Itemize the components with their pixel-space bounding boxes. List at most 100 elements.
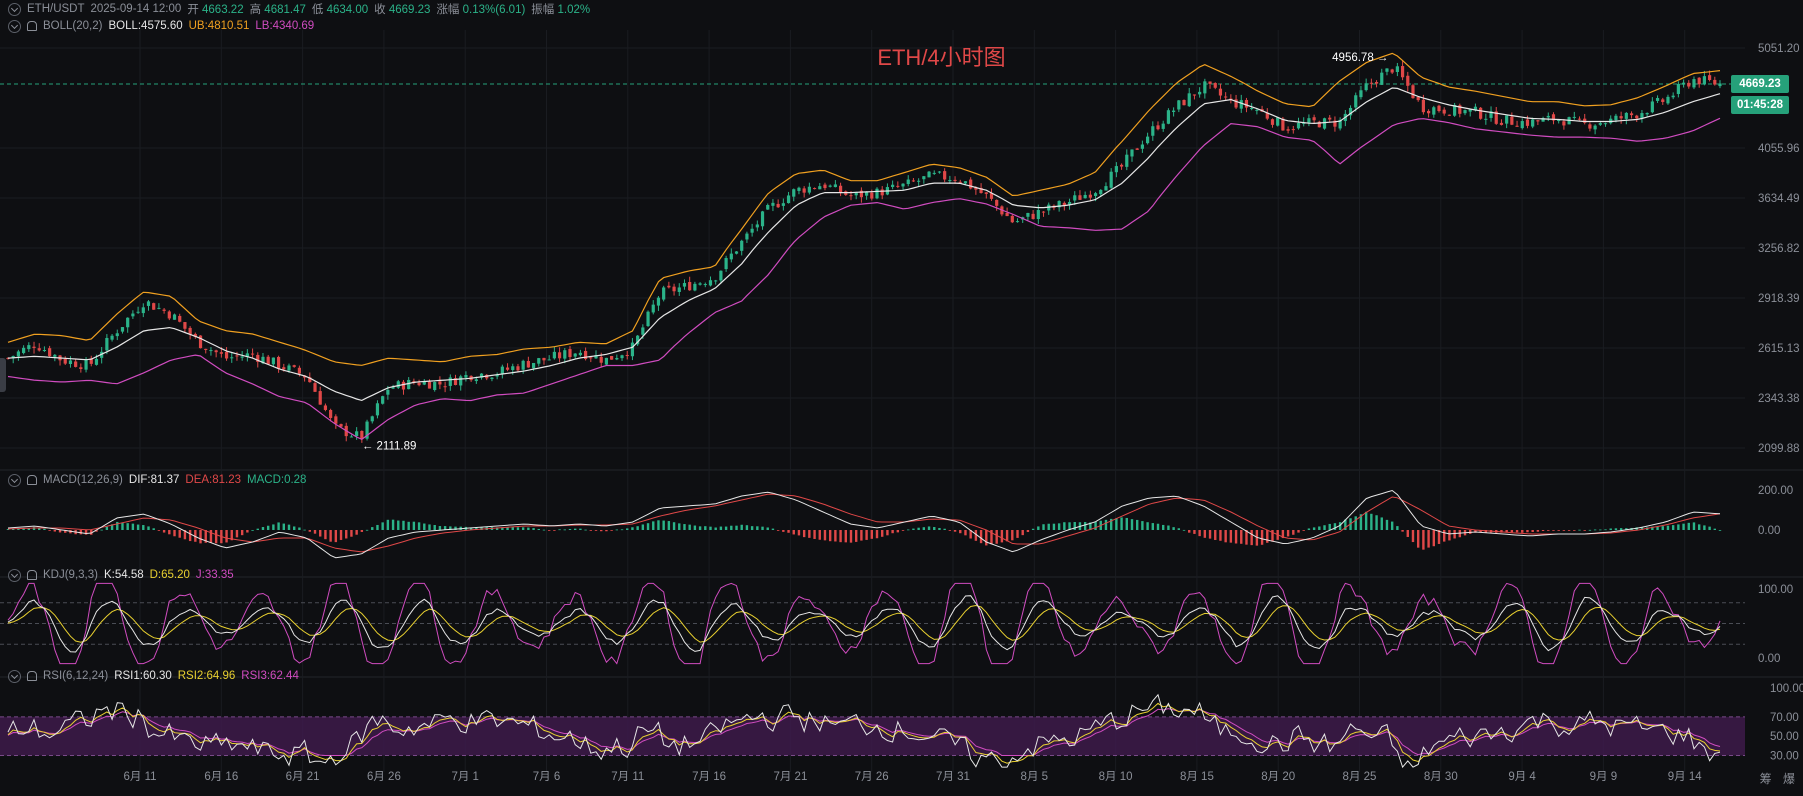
candle-body [198, 335, 203, 349]
macd-histogram-bar [761, 526, 764, 530]
candle-body [495, 375, 499, 377]
macd-histogram-bar [1271, 530, 1274, 542]
candle-body [625, 355, 629, 357]
candle-body [958, 181, 962, 183]
macd-histogram-bar [568, 528, 572, 530]
candle-body [6, 357, 10, 359]
candle-body [1666, 96, 1670, 104]
candle-body [422, 381, 426, 385]
macd-histogram-bar [110, 524, 114, 530]
candle-body [1250, 108, 1254, 110]
rsi-y-tick: 70.00 [1770, 712, 1799, 724]
macd-histogram-bar [1286, 530, 1290, 537]
bell-icon[interactable] [27, 570, 37, 580]
candle-body [204, 348, 208, 350]
x-tick-label: 7月 26 [855, 771, 889, 783]
candle-body [1130, 149, 1134, 157]
macd-histogram-bar [48, 530, 51, 531]
candle-body [32, 346, 36, 348]
collapse-chevron-icon[interactable] [8, 473, 21, 487]
kdj-legend: KDJ(9,3,3) K:54.58 D:65.20 J:33.35 [0, 566, 234, 584]
candle-body [1317, 121, 1321, 128]
macd-histogram-bar [709, 526, 712, 530]
macd-histogram-bar [969, 530, 972, 539]
kdj-k-line [7, 595, 1721, 653]
countdown-badge: 01:45:28 [1731, 96, 1789, 114]
macd-histogram-bar [53, 530, 57, 532]
candle-body [230, 357, 234, 359]
macd-histogram-bar [1109, 518, 1113, 530]
macd-histogram-bar [1396, 526, 1399, 530]
bell-icon[interactable] [27, 671, 37, 681]
macd-histogram-bar [834, 530, 837, 542]
high-label: 高 [249, 4, 262, 16]
candle-body [183, 322, 187, 329]
macd-histogram-bar [1505, 530, 1508, 533]
macd-histogram-bar [1510, 530, 1514, 533]
macd-histogram-bar [901, 530, 905, 531]
left-resize-handle[interactable] [0, 358, 6, 392]
candle-body [1067, 201, 1072, 205]
candle-body [172, 314, 177, 320]
collapse-chevron-icon[interactable] [8, 669, 21, 683]
macd-histogram-bar [605, 530, 608, 532]
macd-histogram-bar [1416, 530, 1420, 548]
candle-body [568, 349, 572, 358]
candle-body [667, 285, 671, 288]
macd-histogram-bar [1474, 530, 1477, 533]
candle-body [615, 358, 619, 360]
macd-histogram-bar [1479, 530, 1482, 533]
macd-histogram-bar [1104, 519, 1108, 530]
kdj-name: KDJ(9,3,3) [43, 569, 98, 581]
macd-histogram-bar [1375, 515, 1378, 530]
bell-icon[interactable] [27, 21, 37, 31]
macd-histogram-bar [740, 524, 743, 530]
low-label: 低 [311, 4, 324, 16]
macd-histogram-bar [1260, 530, 1264, 545]
candle-body [276, 356, 281, 369]
macd-histogram-bar [1432, 530, 1435, 547]
macd-histogram-bar [246, 530, 249, 533]
candle-body [1718, 83, 1722, 87]
macd-histogram-bar [1037, 526, 1040, 530]
bell-icon[interactable] [27, 475, 37, 485]
candle-body [250, 353, 255, 355]
candle-body [698, 283, 702, 285]
collapse-chevron-icon[interactable] [8, 2, 21, 16]
candle-body [927, 171, 931, 178]
macd-histogram-bar [1697, 524, 1701, 530]
macd-histogram-bar [683, 524, 686, 530]
collapse-chevron-icon[interactable] [8, 568, 21, 582]
macd-histogram-bar [979, 530, 983, 544]
macd-histogram-bar [1052, 523, 1056, 530]
collapse-chevron-icon[interactable] [8, 19, 21, 33]
chips-button[interactable]: 筹 [1759, 772, 1772, 786]
candle-body [74, 361, 78, 367]
macd-histogram-bar [594, 530, 598, 531]
macd-histogram-bar [1214, 530, 1217, 541]
candle-body [167, 311, 171, 319]
macd-dif-value: DIF:81.37 [128, 474, 180, 486]
candle-body [334, 416, 338, 424]
candle-body [745, 233, 749, 240]
macd-histogram-bar [147, 526, 150, 530]
candle-body [1510, 116, 1514, 125]
candle-body [1661, 99, 1665, 102]
macd-histogram-bar [1094, 521, 1097, 530]
macd-histogram-bar [1448, 530, 1451, 541]
boll-mid-value: BOLL:4575.60 [108, 20, 183, 32]
macd-histogram-bar [1593, 529, 1597, 531]
candle-body [1234, 99, 1238, 108]
macd-histogram-bar [27, 528, 31, 530]
macd-histogram-bar [1661, 526, 1664, 530]
candle-body [53, 354, 57, 357]
y-tick-label: 4055.96 [1758, 143, 1800, 155]
candle-body [578, 352, 583, 356]
liquidation-button[interactable]: 爆 [1782, 772, 1795, 786]
macd-histogram-bar [1198, 530, 1201, 537]
candle-body [1359, 90, 1363, 98]
macd-histogram-bar [1073, 522, 1076, 530]
macd-histogram-bar [865, 530, 868, 540]
